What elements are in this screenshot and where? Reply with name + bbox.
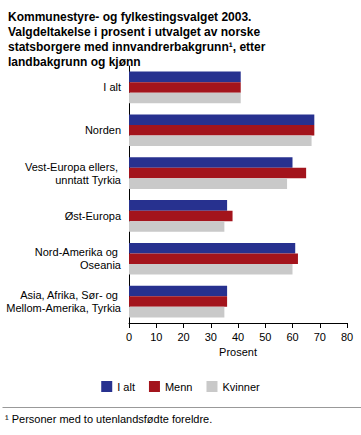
- svg-text:Valgdeltakelse i prosent i utv: Valgdeltakelse i prosent i utvalget av n…: [8, 25, 263, 39]
- svg-text:Mellom-Amerika, Tyrkia: Mellom-Amerika, Tyrkia: [6, 302, 122, 314]
- svg-text:70: 70: [314, 331, 326, 343]
- svg-text:landbakgrunn og kjønn: landbakgrunn og kjønn: [8, 55, 141, 69]
- svg-text:Kommunestyre- og fylkestingsva: Kommunestyre- og fylkestingsvalget 2003.: [8, 10, 255, 24]
- svg-text:10: 10: [150, 331, 162, 343]
- svg-text:30: 30: [205, 331, 217, 343]
- svg-text:Menn: Menn: [165, 381, 193, 393]
- svg-text:40: 40: [232, 331, 244, 343]
- svg-text:Oseania: Oseania: [80, 259, 122, 271]
- svg-text:statsborgere med innvandrerbak: statsborgere med innvandrerbakgrunn¹, et…: [8, 40, 269, 54]
- svg-text:Nord-Amerika og: Nord-Amerika og: [35, 246, 121, 258]
- svg-text:¹ Personer med to utenlandsfød: ¹ Personer med to utenlandsfødte foreldr…: [5, 413, 212, 425]
- svg-text:60: 60: [286, 331, 298, 343]
- svg-text:Øst-Europa: Øst-Europa: [65, 210, 122, 222]
- svg-text:Prosent: Prosent: [219, 346, 257, 358]
- svg-text:I alt: I alt: [103, 81, 121, 93]
- svg-text:Norden: Norden: [85, 124, 121, 136]
- svg-text:Asia, Afrika, Sør- og: Asia, Afrika, Sør- og: [20, 289, 121, 301]
- svg-text:0: 0: [126, 331, 132, 343]
- svg-text:Vest-Europa ellers,: Vest-Europa ellers,: [25, 161, 121, 173]
- svg-text:unntatt Tyrkia: unntatt Tyrkia: [55, 174, 122, 186]
- svg-text:Kvinner: Kvinner: [222, 381, 260, 393]
- svg-text:20: 20: [177, 331, 189, 343]
- svg-text:50: 50: [259, 331, 271, 343]
- svg-text:80: 80: [341, 331, 353, 343]
- svg-text:I alt: I alt: [117, 381, 135, 393]
